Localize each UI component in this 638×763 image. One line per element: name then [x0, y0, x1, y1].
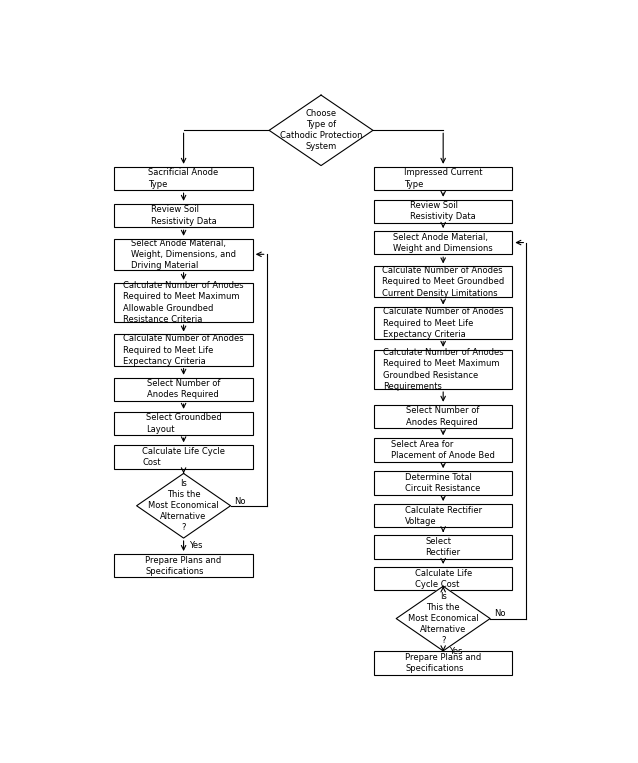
- Bar: [114, 239, 253, 270]
- Text: Calculate Life
Cycle Cost: Calculate Life Cycle Cost: [415, 568, 471, 589]
- Text: Select Number of
Anodes Required: Select Number of Anodes Required: [406, 407, 480, 427]
- Text: Sacrificial Anode
Type: Sacrificial Anode Type: [149, 169, 219, 188]
- Bar: [114, 554, 253, 578]
- Bar: [374, 200, 512, 223]
- Text: Select Groundbed
Layout: Select Groundbed Layout: [145, 414, 221, 433]
- Text: Calculate Number of Anodes
Required to Meet Life
Expectancy Criteria: Calculate Number of Anodes Required to M…: [123, 334, 244, 365]
- Text: Select Anode Material,
Weight and Dimensions: Select Anode Material, Weight and Dimens…: [393, 233, 493, 253]
- Text: Calculate Number of Anodes
Required to Meet Groundbed
Current Density Limitation: Calculate Number of Anodes Required to M…: [382, 266, 504, 298]
- Text: Select
Rectifier: Select Rectifier: [426, 537, 461, 557]
- Text: Calculate Number of Anodes
Required to Meet Maximum
Groundbed Resistance
Require: Calculate Number of Anodes Required to M…: [383, 348, 503, 391]
- Bar: [374, 652, 512, 675]
- Text: No: No: [494, 610, 505, 618]
- Bar: [114, 446, 253, 468]
- Bar: [374, 438, 512, 462]
- Bar: [374, 471, 512, 494]
- Bar: [374, 349, 512, 389]
- Text: Choose
Type of
Cathodic Protection
System: Choose Type of Cathodic Protection Syste…: [280, 109, 362, 152]
- Text: Prepare Plans and
Specifications: Prepare Plans and Specifications: [145, 555, 222, 576]
- Text: Review Soil
Resistivity Data: Review Soil Resistivity Data: [410, 201, 476, 221]
- Polygon shape: [137, 473, 230, 538]
- Text: Impressed Current
Type: Impressed Current Type: [404, 169, 482, 188]
- Text: Calculate Life Cycle
Cost: Calculate Life Cycle Cost: [142, 447, 225, 467]
- Text: Determine Total
Circuit Resistance: Determine Total Circuit Resistance: [406, 473, 481, 493]
- Text: Select Number of
Anodes Required: Select Number of Anodes Required: [147, 379, 220, 400]
- Bar: [114, 378, 253, 401]
- Polygon shape: [269, 95, 373, 166]
- Text: Calculate Rectifier
Voltage: Calculate Rectifier Voltage: [404, 506, 482, 526]
- Bar: [114, 412, 253, 435]
- Bar: [114, 167, 253, 190]
- Bar: [374, 504, 512, 527]
- Text: Calculate Number of Anodes
Required to Meet Life
Expectancy Criteria: Calculate Number of Anodes Required to M…: [383, 307, 503, 339]
- Text: Select Anode Material,
Weight, Dimensions, and
Driving Material: Select Anode Material, Weight, Dimension…: [131, 239, 236, 270]
- Bar: [374, 567, 512, 591]
- Bar: [374, 535, 512, 559]
- Text: Yes: Yes: [189, 542, 203, 550]
- Text: Calculate Number of Anodes
Required to Meet Maximum
Allowable Groundbed
Resistan: Calculate Number of Anodes Required to M…: [123, 282, 244, 324]
- Bar: [114, 334, 253, 365]
- Bar: [374, 307, 512, 339]
- Text: Is
This the
Most Economical
Alternative
?: Is This the Most Economical Alternative …: [148, 479, 219, 533]
- Bar: [114, 204, 253, 227]
- Text: Is
This the
Most Economical
Alternative
?: Is This the Most Economical Alternative …: [408, 592, 478, 645]
- Bar: [374, 167, 512, 190]
- Text: No: No: [235, 497, 246, 506]
- Text: Yes: Yes: [449, 647, 463, 655]
- Polygon shape: [396, 586, 490, 651]
- Bar: [374, 266, 512, 298]
- Text: Select Area for
Placement of Anode Bed: Select Area for Placement of Anode Bed: [391, 440, 495, 460]
- Bar: [374, 230, 512, 254]
- Bar: [114, 283, 253, 322]
- Bar: [374, 404, 512, 428]
- Text: Prepare Plans and
Specifications: Prepare Plans and Specifications: [405, 653, 481, 673]
- Text: Review Soil
Resistivity Data: Review Soil Resistivity Data: [151, 205, 216, 226]
